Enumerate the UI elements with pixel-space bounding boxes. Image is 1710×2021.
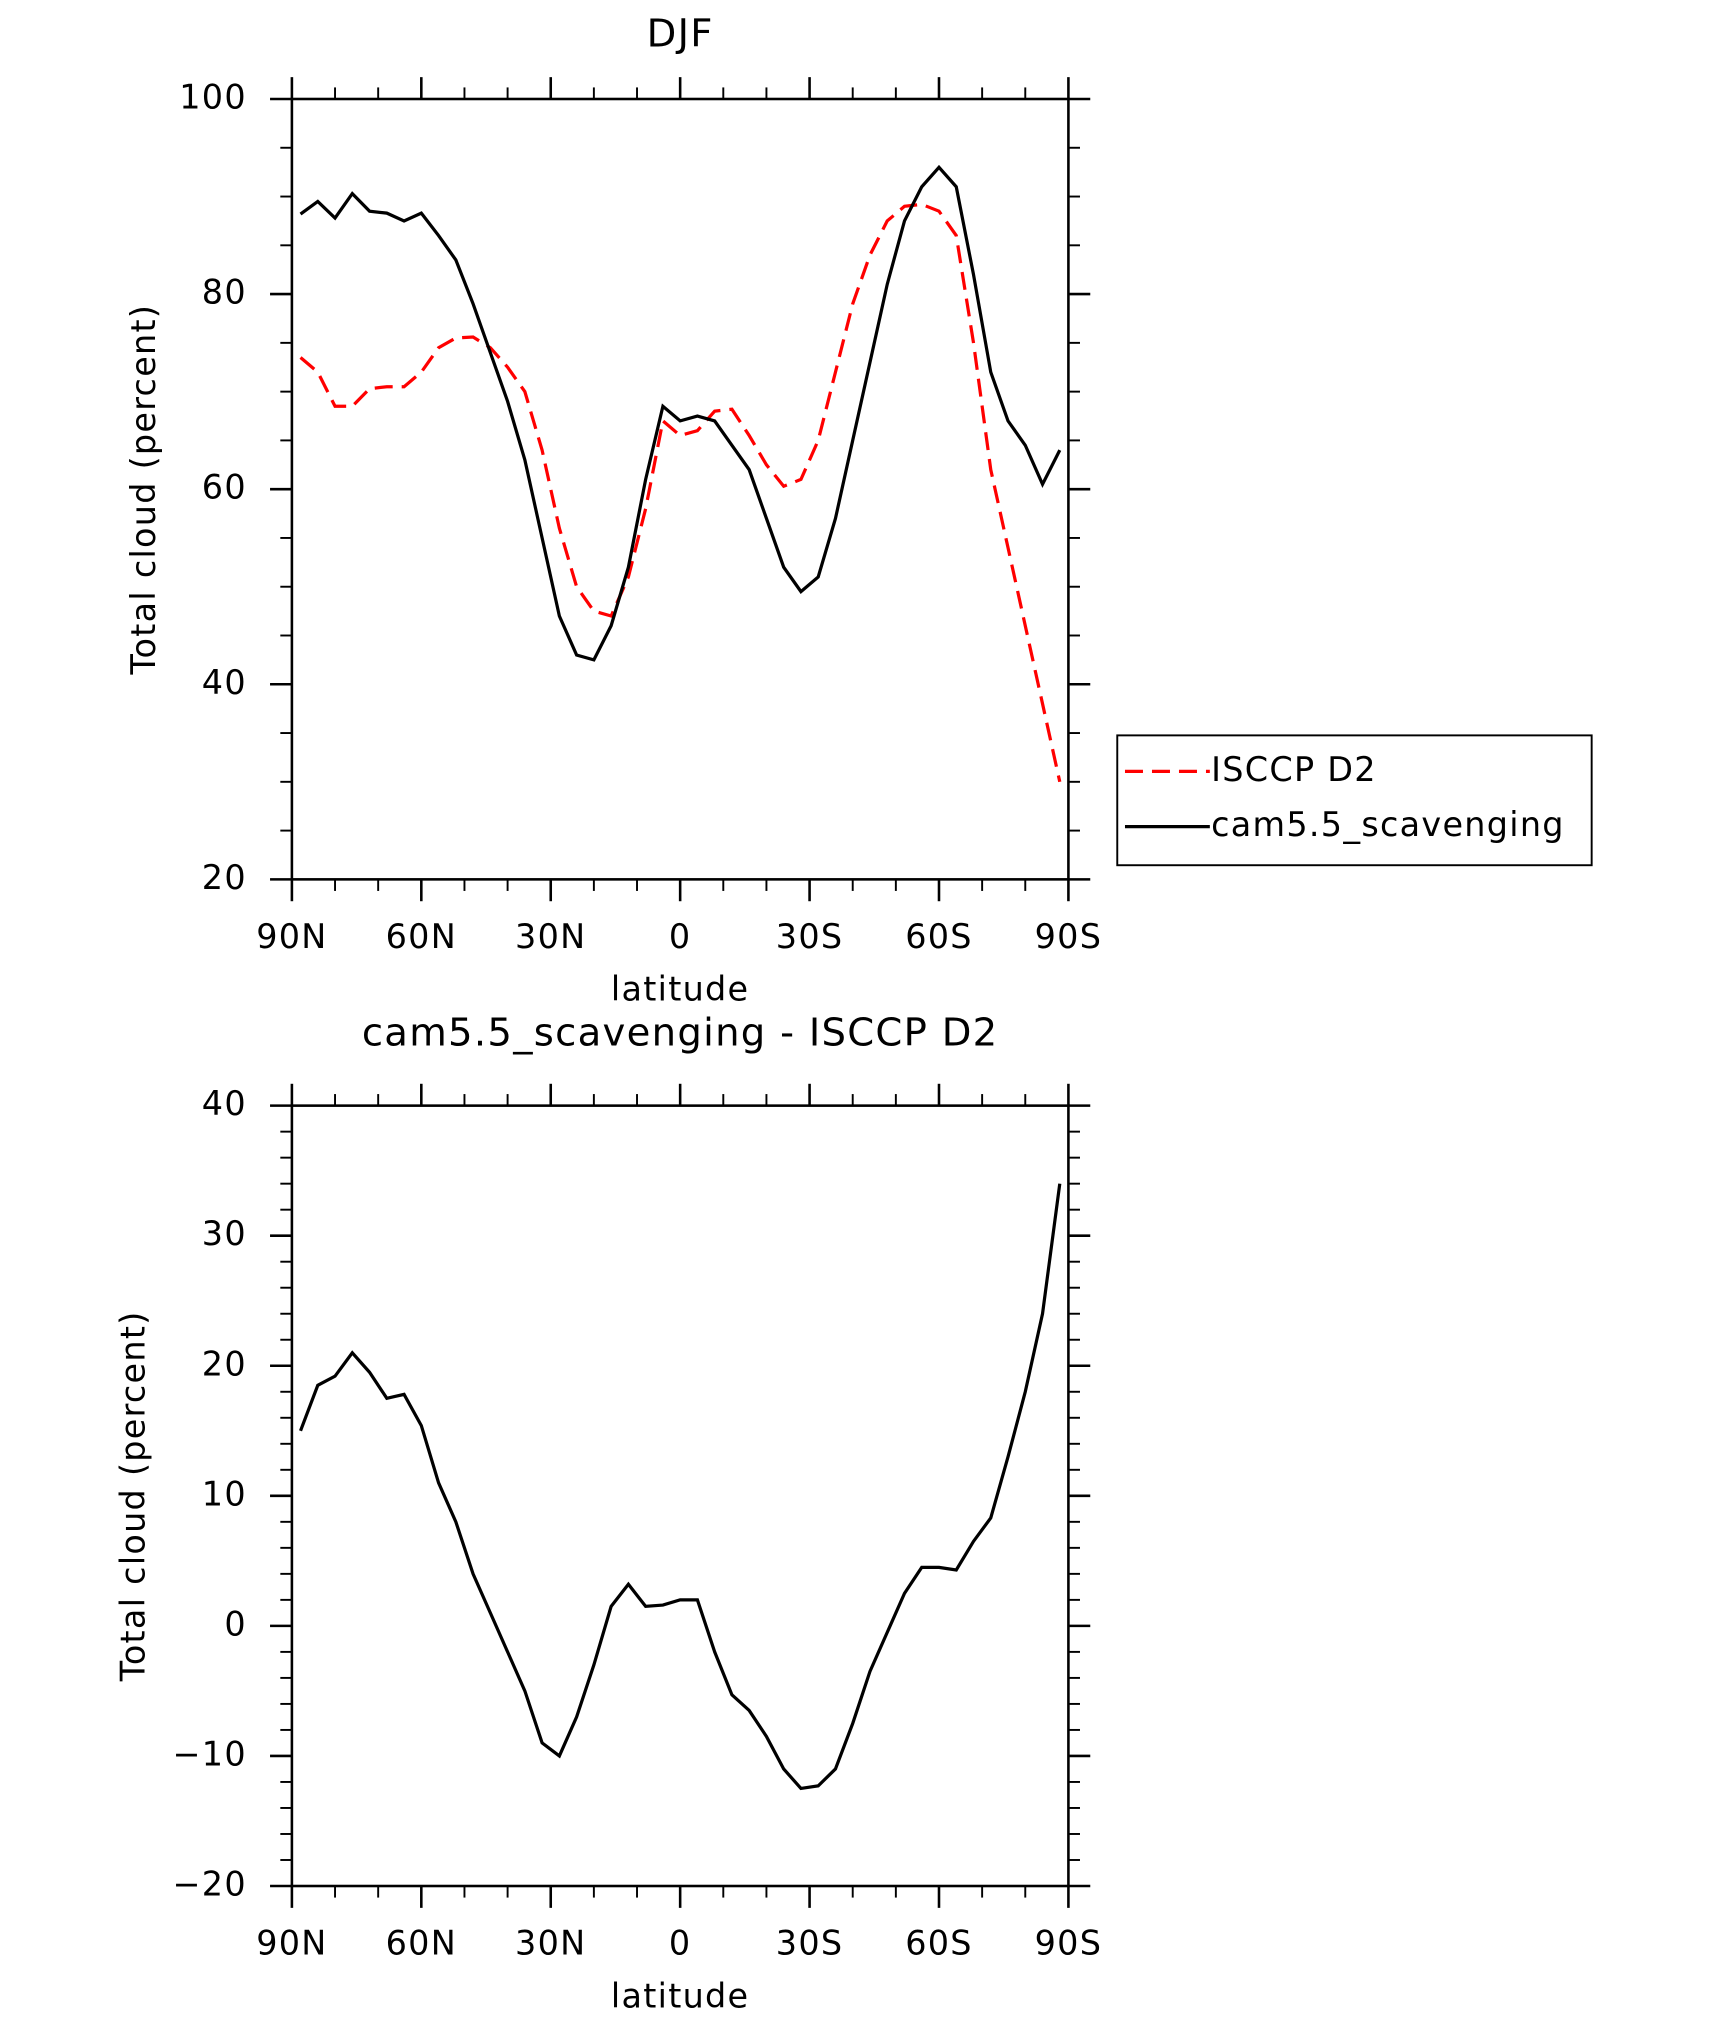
data-line (299, 1183, 1062, 1791)
y-tick-label: 10 (202, 1474, 247, 1513)
y-tick-label: 40 (202, 663, 247, 702)
x-tick-label: 60N (386, 1924, 457, 1963)
y-tick-label: 30 (202, 1214, 247, 1253)
x-tick-label: 90N (256, 917, 327, 956)
y-tick-label: 0 (224, 1604, 247, 1643)
y-tick-label: 100 (179, 77, 247, 116)
data-line (299, 164, 1062, 662)
legend-label: ISCCP D2 (1211, 750, 1377, 789)
y-axis-label: Total cloud (percent) (114, 1310, 153, 1682)
x-tick-label: 60N (386, 917, 457, 956)
x-tick-label: 30S (776, 1924, 844, 1963)
x-tick-label: 90N (256, 1924, 327, 1963)
x-tick-label: 90S (1035, 1924, 1103, 1963)
x-tick-label: 0 (669, 917, 692, 956)
plot-frame (290, 1104, 1070, 1888)
y-tick-label: 20 (202, 1344, 247, 1383)
x-tick-label: 30N (515, 917, 586, 956)
legend-label: cam5.5_scavenging (1211, 805, 1565, 844)
y-tick-label: 20 (202, 858, 247, 897)
y-tick-label: −10 (173, 1734, 247, 1773)
y-tick-label: −20 (173, 1865, 247, 1904)
x-axis-label: latitude (611, 970, 749, 1009)
x-tick-label: 60S (905, 917, 973, 956)
y-tick-label: 40 (202, 1084, 247, 1123)
data-line (299, 202, 1062, 783)
legend-box (1116, 734, 1593, 867)
x-tick-label: 90S (1035, 917, 1103, 956)
x-tick-label: 30N (515, 1924, 586, 1963)
y-tick-label: 60 (202, 468, 247, 507)
x-tick-label: 0 (669, 1924, 692, 1963)
chart-title: DJF (647, 11, 714, 56)
x-axis-label: latitude (611, 1976, 749, 2015)
plot-frame (290, 97, 1070, 881)
x-tick-label: 60S (905, 1924, 973, 1963)
y-tick-label: 80 (202, 273, 247, 312)
y-axis-label: Total cloud (percent) (124, 304, 163, 676)
chart-title: cam5.5_scavenging - ISCCP D2 (362, 1010, 999, 1055)
x-tick-label: 30S (776, 917, 844, 956)
